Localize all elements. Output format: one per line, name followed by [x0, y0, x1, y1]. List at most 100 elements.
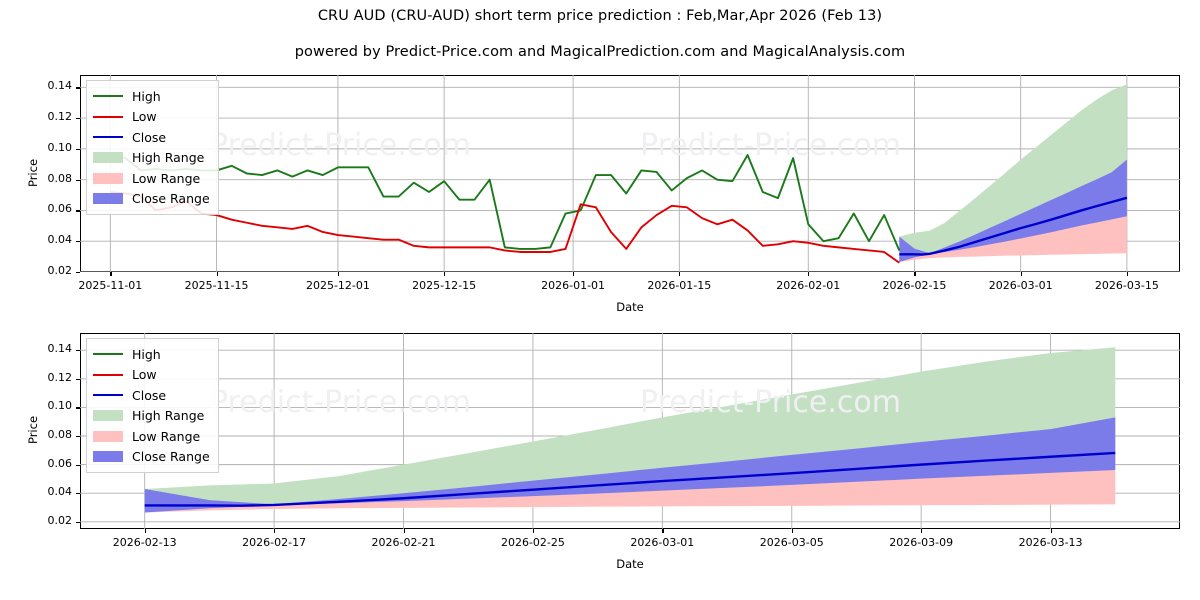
y-tick-label: 0.02 — [47, 513, 73, 527]
x-tick-mark — [1020, 272, 1022, 276]
x-tick-label: 2026-03-15 — [1094, 279, 1159, 292]
y-tick-mark — [76, 210, 80, 212]
legend-swatch-patch-icon — [93, 152, 123, 164]
legend-item-high[interactable]: High — [93, 86, 210, 107]
series-line-close — [144, 451, 1116, 507]
x-tick-label: 2025-11-01 — [78, 279, 143, 292]
y-tick-mark — [76, 407, 80, 409]
y-tick-mark — [76, 272, 80, 274]
legend-swatch-line-icon — [93, 389, 123, 401]
legend-item-high-range[interactable]: High Range — [93, 148, 210, 169]
legend-swatch-patch-icon — [93, 193, 123, 205]
legend-item-label: Close — [132, 129, 167, 145]
y-tick-label: 0.04 — [47, 485, 73, 499]
x-tick-label: 2026-01-15 — [647, 279, 712, 292]
x-tick-mark — [403, 529, 405, 533]
page-title: CRU AUD (CRU-AUD) short term price predi… — [317, 8, 883, 24]
x-tick-mark — [921, 529, 923, 533]
y-tick-label: 0.04 — [47, 233, 73, 247]
x-tick-label: 2026-03-01 — [988, 279, 1053, 292]
chart-legend[interactable]: High Low Close High Range Low Range Close Ran… — [86, 338, 219, 473]
y-tick-mark — [76, 118, 80, 120]
y-tick-mark — [76, 521, 80, 524]
x-tick-label: 2026-01-01 — [541, 279, 606, 292]
chart-legend[interactable]: High Low Close High Range Low Range Close Ran… — [86, 80, 219, 215]
legend-item-label: Low — [132, 109, 157, 125]
x-tick-mark — [573, 272, 575, 276]
legend-item-label: Low Range — [132, 170, 201, 186]
y-tick-label: 0.12 — [47, 110, 73, 124]
y-tick-label: 0.06 — [47, 456, 73, 470]
x-tick-label: 2026-03-05 — [759, 536, 824, 549]
legend-swatch-line-icon — [93, 111, 123, 123]
y-tick-label: 0.14 — [47, 342, 73, 356]
y-tick-mark — [76, 378, 80, 380]
legend-item-low-range[interactable]: Low Range — [93, 426, 210, 447]
band-high-range — [144, 347, 1116, 513]
y-tick-label: 0.08 — [47, 428, 73, 441]
legend-item-label: Low — [132, 367, 157, 383]
x-tick-mark — [216, 272, 218, 276]
legend-item-label: High Range — [132, 408, 205, 424]
y-tick-label: 0.06 — [47, 202, 73, 216]
page-subtitle: powered by Predict-Price.com and Magical… — [294, 44, 906, 60]
y-tick-mark — [76, 436, 80, 438]
legend-swatch-line-icon — [93, 90, 123, 102]
legend-item-label: Close Range — [132, 449, 210, 465]
y-tick-mark — [76, 493, 80, 495]
y-tick-mark — [76, 241, 80, 243]
legend-swatch-patch-icon — [93, 451, 123, 463]
legend-item-close-range[interactable]: Close Range — [93, 447, 210, 468]
x-tick-mark — [1126, 272, 1129, 276]
x-axis-label: Date — [616, 300, 644, 314]
band-low-range — [144, 452, 1116, 513]
legend-item-close[interactable]: Close — [93, 127, 210, 148]
x-tick-label: 2026-02-01 — [776, 279, 841, 292]
legend-swatch-patch-icon — [93, 410, 123, 422]
legend-item-low[interactable]: Low — [93, 365, 210, 386]
x-tick-mark — [662, 529, 664, 533]
x-tick-mark — [444, 272, 446, 276]
legend-item-close[interactable]: Close — [93, 385, 210, 406]
legend-item-low-range[interactable]: Low Range — [93, 168, 210, 189]
series-line-low — [110, 191, 900, 264]
x-tick-label: 2026-02-25 — [500, 536, 565, 549]
y-tick-mark — [76, 350, 80, 352]
x-tick-label: 2025-12-15 — [412, 279, 477, 292]
y-tick-label: 0.02 — [47, 264, 73, 277]
legend-swatch-line-icon — [93, 348, 123, 360]
legend-item-high[interactable]: High — [93, 344, 210, 365]
x-tick-label: 2025-12-01 — [305, 279, 370, 292]
y-tick-label: 0.10 — [47, 140, 73, 154]
legend-swatch-patch-icon — [93, 430, 123, 442]
legend-swatch-line-icon — [93, 131, 123, 143]
x-tick-label: 2025-11-15 — [184, 279, 249, 292]
legend-item-label: Close — [132, 387, 167, 403]
band-low-range — [899, 197, 1127, 262]
legend-item-high-range[interactable]: High Range — [93, 406, 210, 427]
legend-swatch-line-icon — [93, 369, 123, 381]
y-tick-mark — [76, 148, 80, 151]
y-tick-mark — [76, 87, 80, 89]
x-tick-label: 2026-03-09 — [889, 536, 954, 549]
x-tick-mark — [274, 529, 276, 533]
x-tick-mark — [791, 529, 793, 533]
legend-item-label: High Range — [132, 150, 205, 166]
legend-item-low[interactable]: Low — [93, 107, 210, 128]
x-tick-label: 2026-02-15 — [882, 279, 947, 292]
y-tick-mark — [76, 179, 80, 181]
x-tick-mark — [337, 272, 340, 276]
legend-item-close-range[interactable]: Close Range — [93, 189, 210, 210]
x-tick-label: 2026-03-13 — [1018, 536, 1083, 549]
series-line-high — [110, 154, 901, 251]
series-line-close — [899, 196, 1128, 256]
y-tick-label: 0.10 — [47, 399, 73, 413]
legend-item-label: Low Range — [132, 428, 201, 444]
x-axis-label: Date — [616, 557, 644, 571]
x-tick-mark — [532, 529, 535, 533]
x-tick-label: 2026-03-01 — [630, 536, 695, 549]
y-tick-mark — [76, 464, 80, 466]
